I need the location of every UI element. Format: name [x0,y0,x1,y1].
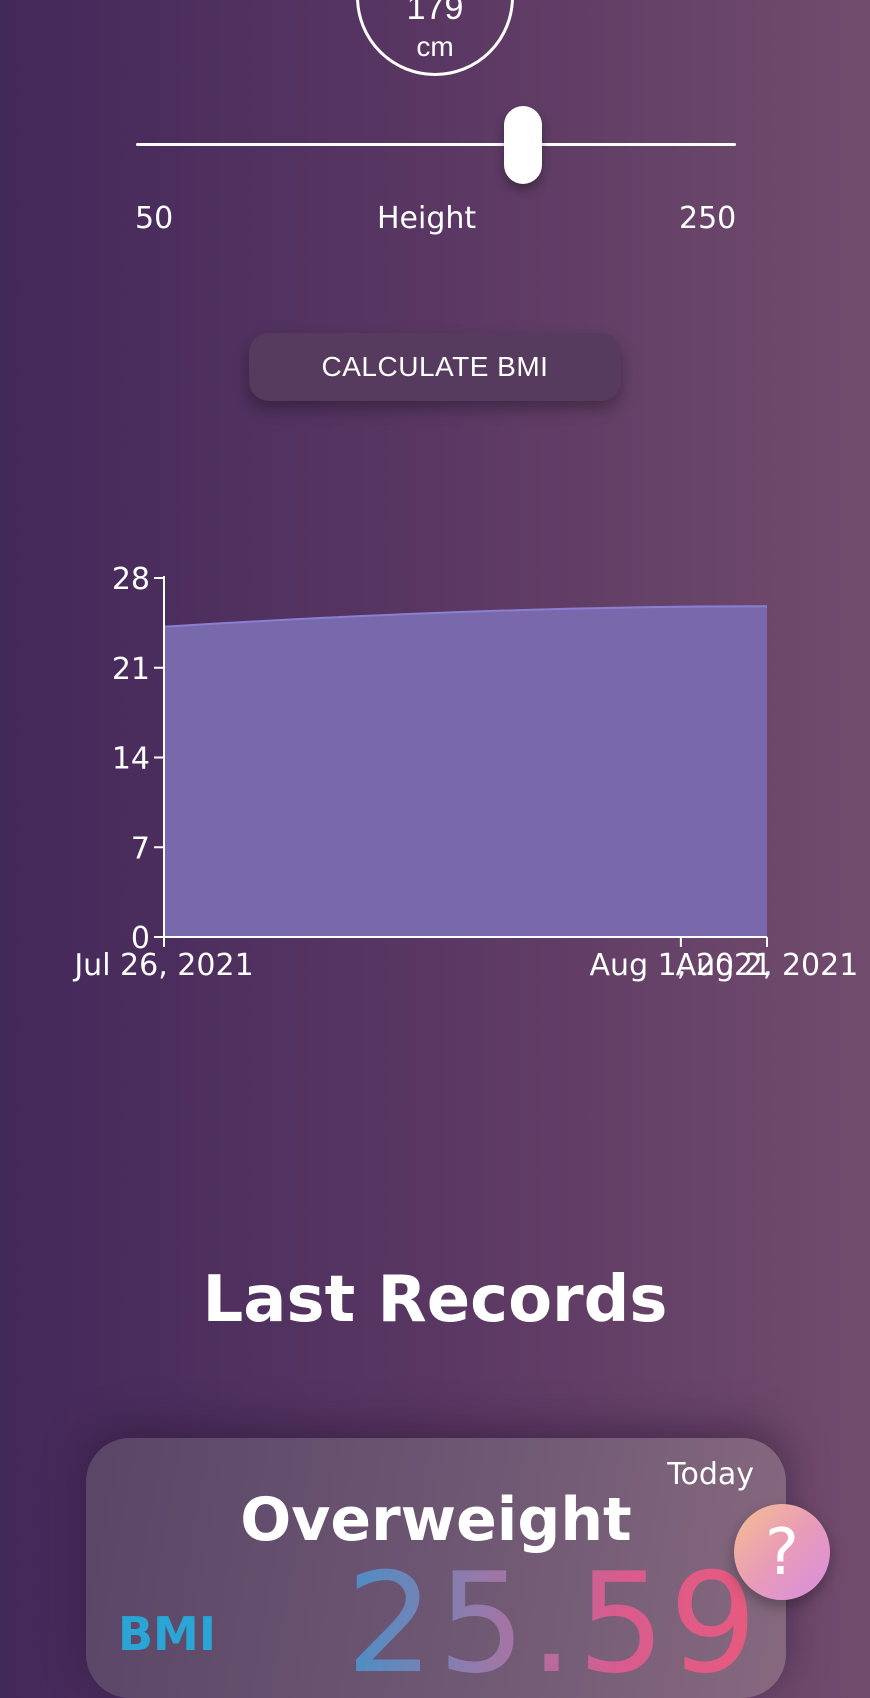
record-date: Today [667,1457,754,1492]
y-tick-label: 0 [131,921,150,956]
y-tick-label: 28 [112,562,150,597]
record-status: Overweight [240,1485,632,1555]
help-button[interactable]: ? [734,1504,830,1600]
y-tick-label: 14 [112,742,150,777]
y-tick-label: 7 [131,831,150,866]
height-value: 179 [406,0,464,27]
height-unit: cm [416,31,454,62]
height-slider-min: 50 [135,201,174,236]
record-bmi-label: BMI [118,1607,216,1661]
x-tick-label: Aug 2, 2021 [676,948,859,983]
height-slider-max: 250 [679,201,737,236]
question-mark-icon: ? [765,1516,799,1590]
chart-area [164,606,767,937]
height-slider-track[interactable] [136,143,736,146]
y-tick-label: 21 [112,652,150,687]
calculate-bmi-button[interactable]: CALCULATE BMI [249,333,621,401]
x-tick-label: Jul 26, 2021 [72,948,253,983]
height-slider-label: Height [377,201,477,236]
last-records-title: Last Records [202,1263,668,1337]
chart-line [163,605,768,628]
record-card[interactable]: Today Overweight BMI 25.59 [86,1438,786,1698]
record-bmi-value: 25.59 [346,1544,761,1698]
height-slider-thumb[interactable] [504,106,542,184]
x-tick-label: Aug 1, 2021 [590,948,773,983]
